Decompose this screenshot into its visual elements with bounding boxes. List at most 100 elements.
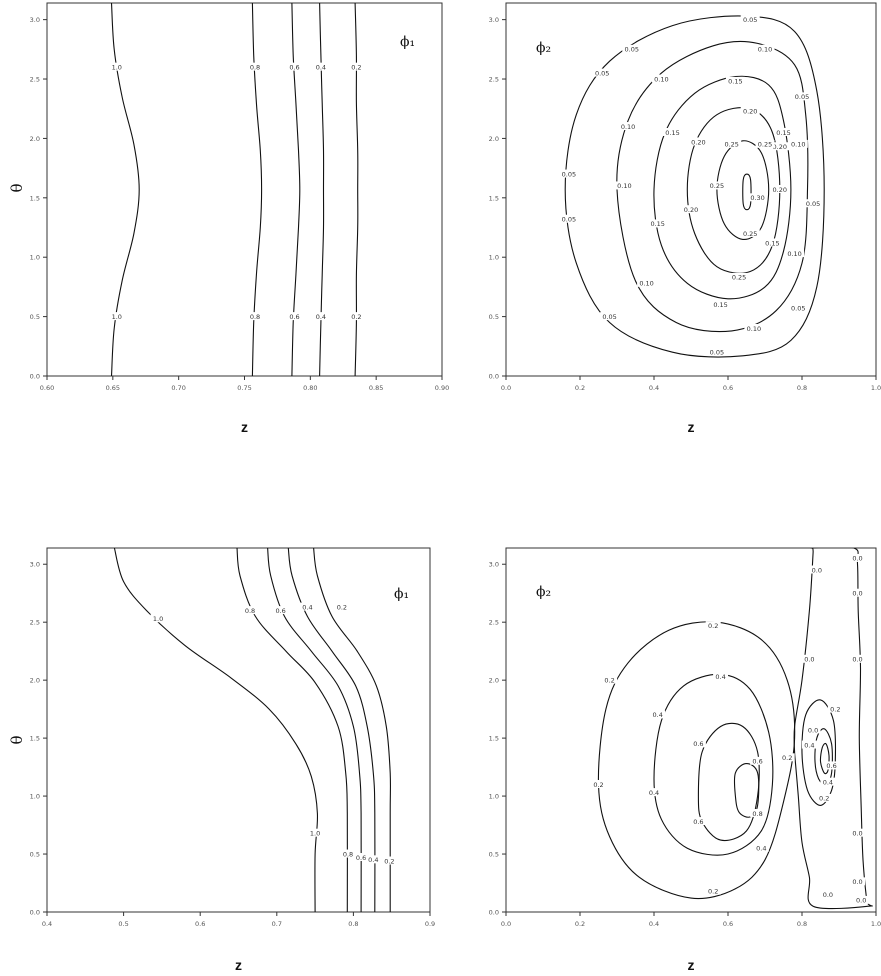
x-axis-label: z [688,957,695,973]
series-label: ϕ₁ [394,586,409,602]
contour-label-bg [788,139,808,148]
x-tick-label: 0.4 [42,920,52,928]
contour-label-bg [381,856,397,865]
contour-label: 0.10 [758,46,772,54]
contour-label: 0.15 [665,129,679,137]
contour-label-bg [729,272,749,281]
contour-label: 0.05 [595,69,609,77]
contour-label: 0.2 [604,676,614,684]
contour-label: 0.05 [743,16,757,24]
contour-label-bg [637,278,657,287]
contour-line-0.2 [801,699,837,806]
contour-label-bg [820,890,836,899]
contour-label: 0.6 [356,854,366,862]
y-tick-label: 1.5 [30,194,40,202]
contour-label: 0.15 [776,129,790,137]
contour-label-bg [805,725,821,734]
y-tick-label: 2.5 [30,76,40,84]
contour-label: 0.4 [302,603,312,611]
contour-label-bg [559,214,579,223]
contour-label: 0.6 [693,740,703,748]
x-tick-label: 0.2 [575,920,585,928]
contour-label-bg [750,756,766,765]
contour-label: 0.4 [316,63,326,71]
contour-label: 0.6 [289,313,299,321]
contour-label-bg [774,127,793,136]
contour-label: 0.25 [724,141,738,149]
contour-label-bg [713,672,729,681]
contour-label: 0.05 [625,46,639,54]
y-tick-label: 1.5 [489,194,499,202]
x-tick-label: 0.80 [303,384,317,392]
y-tick-label: 3.0 [30,561,40,569]
contour-label-bg [273,606,289,615]
contour-label: 0.4 [316,313,326,321]
contour-label-bg [740,228,760,237]
contour-label-bg [740,106,760,115]
contour-label: 1.0 [310,829,320,837]
contour-label-bg [853,895,869,904]
contour-label: 0.10 [747,325,761,333]
contour-label: 0.4 [804,741,814,749]
contour-label-bg [348,62,364,71]
y-tick-label: 0.5 [30,313,40,321]
contour-label-bg [681,205,701,214]
x-tick-label: 0.0 [501,920,511,928]
y-tick-label: 1.5 [489,735,499,743]
plot-frame [505,2,877,377]
contour-label: 0.8 [250,313,260,321]
plot-frame [46,2,443,377]
y-tick-label: 3.0 [489,561,499,569]
contour-panel-2: 0.0 0.2 0.4 0.6 0.8 1.0 0.0 0.5 1.0 1.5 2.0 2.5 3.0 z… [489,2,881,435]
contour-label: 0.6 [275,607,285,615]
contour-label-bg [755,44,775,53]
y-tick-label: 2.0 [30,135,40,143]
y-tick-label: 0.0 [30,909,40,917]
y-tick-label: 0.5 [489,313,499,321]
x-tick-label: 0.4 [649,384,659,392]
y-tick-label: 1.0 [489,254,499,262]
contour-label: 0.4 [653,711,663,719]
contour-label: 0.10 [791,141,805,149]
contour-label-bg [602,675,618,684]
y-tick-label: 2.5 [489,76,499,84]
y-tick-label: 3.0 [30,16,40,24]
contour-label: 0.30 [750,194,764,202]
contour-label-bg [850,553,865,562]
contour-label-bg [707,181,727,190]
series-label: ϕ₂ [536,584,551,600]
y-tick-label: 1.5 [30,735,40,743]
contour-label-bg [313,62,329,71]
contour-line-0.6 [697,722,760,842]
contour-label: 0.20 [684,206,698,214]
contour-line-1.0 [113,548,319,912]
contour-label: 0.6 [289,63,299,71]
contour-label: 0.6 [752,758,762,766]
contour-label-bg [740,15,760,24]
contour-panel-4: 0.0 0.2 0.4 0.6 0.8 1.0 0.0 0.5 1.0 1.5 2.0 2.5 3.0 z… [489,547,881,973]
contour-label: 0.0 [808,726,818,734]
contour-label-bg [559,169,579,178]
contour-label-bg [365,855,381,864]
contour-label-bg [801,740,817,749]
contour-label: 0.05 [710,349,724,357]
contour-label-bg [690,817,706,826]
x-tick-label: 1.0 [871,384,881,392]
contour-label-bg [850,588,865,597]
contour-line-0.15 [653,75,792,300]
contour-label: 0.0 [812,566,822,574]
contour-label-bg [850,654,865,663]
contour-label: 0.2 [708,887,718,895]
contour-label: 0.2 [782,754,792,762]
x-tick-label: 0.8 [797,384,807,392]
y-tick-label: 2.0 [30,677,40,685]
contour-label-bg [788,303,808,312]
contour-label-bg [820,777,836,786]
contour-label: 0.4 [649,789,659,797]
contour-label-bg [850,877,865,886]
contour-label-bg [299,602,315,611]
contour-label: 0.2 [819,795,829,803]
contour-label: 0.10 [654,75,668,83]
contour-label-bg [287,312,303,321]
contour-label: 0.20 [691,138,705,146]
